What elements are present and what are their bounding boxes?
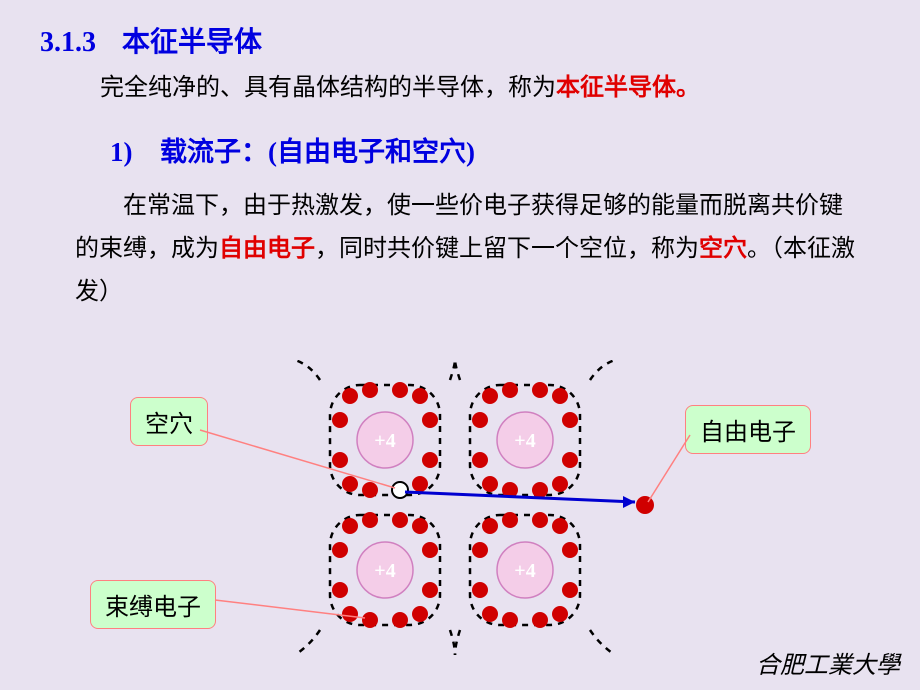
body-seg3: ，同时共价键上留下一个空位，称为: [315, 236, 699, 262]
svg-text:+4: +4: [374, 430, 395, 452]
label-hole-text: 空穴: [145, 412, 193, 438]
label-bound-electron-text: 束缚电子: [105, 595, 201, 621]
svg-text:+4: +4: [514, 560, 535, 582]
subtitle: 1) 载流子：(自由电子和空穴): [110, 130, 475, 169]
section-number: 3.1.3: [40, 27, 96, 58]
intro-b: 本征半导体。: [556, 75, 700, 101]
intro-text: 完全纯净的、具有晶体结构的半导体，称为本征半导体。: [100, 72, 700, 106]
svg-text:+4: +4: [374, 560, 395, 582]
section-title-text: 本征半导体: [122, 27, 262, 58]
body-text: 在常温下，由于热激发，使一些价电子获得足够的能量而脱离共价键的束缚，成为自由电子…: [75, 185, 865, 315]
svg-text:+4: +4: [514, 430, 535, 452]
label-free-electron: 自由电子: [685, 405, 811, 454]
section-title: 3.1.3 本征半导体: [40, 20, 262, 60]
body-seg4: 空穴: [699, 236, 747, 262]
intro-a: 完全纯净的、具有晶体结构的半导体，称为: [100, 75, 556, 101]
body-seg2: 自由电子: [219, 236, 315, 262]
subtitle-text: 载流子：(自由电子和空穴): [160, 137, 475, 167]
footer-university: 合肥工業大學: [756, 645, 900, 680]
label-free-electron-text: 自由电子: [700, 420, 796, 446]
label-hole: 空穴: [130, 397, 208, 446]
semiconductor-diagram: +4 +4 +4 +4: [250, 360, 670, 660]
label-bound-electron: 束缚电子: [90, 580, 216, 629]
subtitle-number: 1): [110, 137, 133, 167]
